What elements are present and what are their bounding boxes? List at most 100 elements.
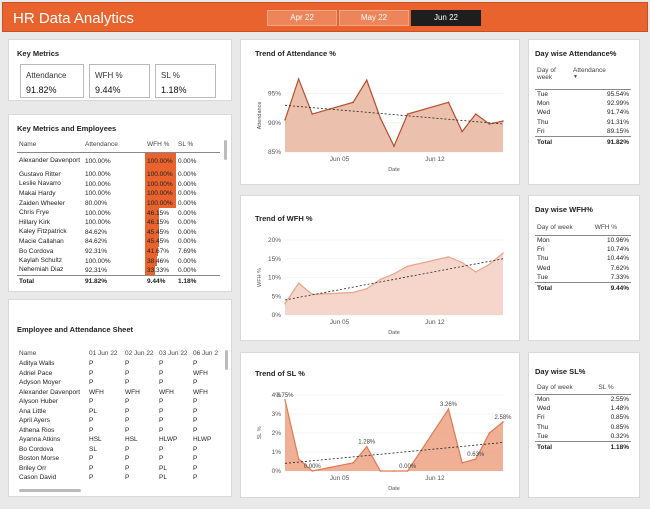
table-row[interactable]: Mon 2.55% (535, 394, 631, 404)
table-row[interactable]: Bo Cordova SL P P P (17, 445, 222, 455)
col-header-sl[interactable]: SL % (598, 383, 614, 391)
table-row[interactable]: Wed 1.48% (535, 404, 631, 414)
sheet-scrollbar[interactable] (225, 350, 228, 370)
data-point[interactable] (447, 408, 450, 410)
table-row[interactable]: Fri 0.85% (535, 413, 631, 423)
table-row[interactable]: Tue 95.54% (535, 89, 631, 99)
data-point[interactable] (379, 117, 382, 119)
sheet-col-date[interactable]: 03 Jun 22 (159, 350, 188, 357)
data-point[interactable] (365, 79, 368, 81)
table-row[interactable]: Alexander Davenport WFH WFH WFH WFH (17, 388, 222, 398)
table-row[interactable]: Mon 10.96% (535, 235, 631, 245)
data-point[interactable] (365, 287, 368, 290)
data-point[interactable] (352, 291, 354, 294)
data-point[interactable] (365, 445, 368, 448)
table-row[interactable]: Makai Hardy 100.00% 100.00% 0.00% (17, 189, 220, 199)
sheet-col-name[interactable]: Name (19, 350, 37, 357)
data-point[interactable] (393, 470, 395, 472)
col-header-sl[interactable]: SL % (178, 141, 194, 149)
table-row[interactable]: Aditya Walls P P P P (17, 359, 222, 369)
table-row[interactable]: Fri 89.15% (535, 127, 631, 137)
data-point[interactable] (461, 130, 463, 133)
col-header-wfh[interactable]: WFH % (594, 224, 618, 232)
data-point[interactable] (297, 78, 300, 80)
data-point[interactable] (474, 458, 477, 460)
table-row[interactable]: Boston Morse P P P P (17, 454, 222, 464)
data-point[interactable] (406, 265, 409, 268)
table-row[interactable]: Adyson Moyer P P P P (17, 378, 222, 388)
table-row[interactable]: Cason David P P PL P (17, 473, 222, 483)
data-point[interactable] (502, 120, 504, 122)
table-row[interactable]: Ana Little PL P P P (17, 407, 222, 417)
tab-may-22[interactable]: May 22 (339, 10, 409, 26)
data-point[interactable] (379, 470, 382, 472)
table-row[interactable]: Briley Orr P P PL P (17, 464, 222, 474)
table-row[interactable]: Thu 10.44% (535, 254, 631, 264)
data-point[interactable] (393, 272, 395, 275)
sheet-table-wrap[interactable]: Name 01 Jun 22 02 Jun 22 03 Jun 22 06 Ju… (17, 348, 222, 486)
table-row[interactable]: Macie Callahan 84.62% 45.45% 0.00% (17, 237, 220, 247)
table-row[interactable]: Tue 7.33% (535, 273, 631, 283)
sl-trend-chart[interactable]: 0% 1% 2% 3% 4% Jun 05 Jun 12 Date SL % 3.75% 0.00%… (241, 353, 521, 499)
data-point[interactable] (284, 119, 286, 121)
col-header-day[interactable]: Day of week (537, 383, 573, 391)
sheet-col-date[interactable]: 06 Jun 2 (193, 350, 218, 357)
data-point[interactable] (474, 113, 477, 115)
data-point[interactable] (284, 302, 286, 305)
table-row[interactable]: Adriel Pace P P P WFH (17, 369, 222, 379)
table-row[interactable]: Mon 92.99% (535, 99, 631, 109)
table-row[interactable]: Wed 7.62% (535, 264, 631, 274)
employees-table-wrap[interactable]: Name Attendance WFH % SL % Alexander Dav… (17, 138, 220, 288)
table-row[interactable]: April Ayers P P P P (17, 416, 222, 426)
data-point[interactable] (406, 113, 409, 115)
data-point[interactable] (297, 282, 300, 284)
data-point[interactable] (474, 271, 477, 273)
table-row[interactable]: Tue 0.32% (535, 432, 631, 442)
data-point[interactable] (406, 470, 409, 472)
data-point[interactable] (352, 462, 354, 464)
data-point[interactable] (311, 113, 314, 115)
col-header-attendance[interactable]: Attendance (85, 141, 118, 149)
sheet-hscrollbar[interactable] (19, 489, 81, 492)
table-row[interactable]: Kaley Fitzpatrick 84.62% 45.45% 0.00% (17, 227, 220, 238)
table-row[interactable]: Gustavo Ritter 100.00% 100.00% 0.00% (17, 170, 220, 180)
data-point[interactable] (297, 458, 300, 460)
data-point[interactable] (311, 470, 314, 472)
table-row[interactable]: Wed 91.74% (535, 108, 631, 118)
wfh-trend-chart[interactable]: 0% 5% 10% 15% 20% Jun 05 Jun 12 Date WFH % (241, 196, 521, 342)
data-point[interactable] (352, 101, 354, 104)
col-header-day[interactable]: Day of week (537, 67, 556, 81)
data-point[interactable] (488, 123, 491, 125)
sheet-col-date[interactable]: 02 Jun 22 (125, 350, 154, 357)
table-row[interactable]: Alyson Huber P P P P (17, 397, 222, 407)
table-row[interactable]: Athena Rios P P P P (17, 426, 222, 436)
table-row[interactable]: Leslie Navarro 100.00% 100.00% 0.00% (17, 179, 220, 190)
data-point[interactable] (461, 261, 463, 264)
data-point[interactable] (447, 101, 450, 104)
col-header-attendance[interactable]: Attendance ▼ (571, 67, 631, 89)
data-point[interactable] (284, 398, 286, 401)
data-point[interactable] (502, 252, 504, 254)
table-row[interactable]: Hillary Kirk 100.00% 46.15% 0.00% (17, 217, 220, 228)
attendance-trend-chart[interactable]: 85% 90% 95% Jun 05 Jun 12 Date Attendance (241, 40, 521, 186)
data-point[interactable] (488, 263, 491, 266)
table-row[interactable]: Bo Cordova 92.31% 41.67% 7.69% (17, 246, 220, 257)
employees-scrollbar[interactable] (224, 140, 227, 160)
sheet-col-date[interactable]: 01 Jun 22 (89, 350, 118, 357)
table-row[interactable]: Chris Frye 100.00% 46.15% 0.00% (17, 208, 220, 218)
table-row[interactable]: Alexander Davenport 100.00% 100.00% 0.00% (17, 152, 220, 170)
table-row[interactable]: Kaylah Schultz 100.00% 38.46% 0.00% (17, 256, 220, 266)
data-point[interactable] (461, 462, 463, 464)
data-point[interactable] (379, 278, 382, 281)
table-row[interactable]: Thu 0.85% (535, 423, 631, 433)
table-row[interactable]: Zaiden Wheeler 80.00% 100.00% 0.00% (17, 198, 220, 209)
data-point[interactable] (447, 256, 450, 258)
col-header-name[interactable]: Name (19, 141, 37, 149)
data-point[interactable] (393, 145, 395, 147)
data-point[interactable] (488, 432, 491, 434)
col-header-day[interactable]: Day of week (537, 224, 573, 232)
table-row[interactable]: Fri 10.74% (535, 245, 631, 255)
col-header-wfh[interactable]: WFH % (147, 141, 170, 149)
data-point[interactable] (502, 421, 504, 423)
table-row[interactable]: Ayanna Atkins HSL HSL HLWP HLWP (17, 435, 222, 445)
